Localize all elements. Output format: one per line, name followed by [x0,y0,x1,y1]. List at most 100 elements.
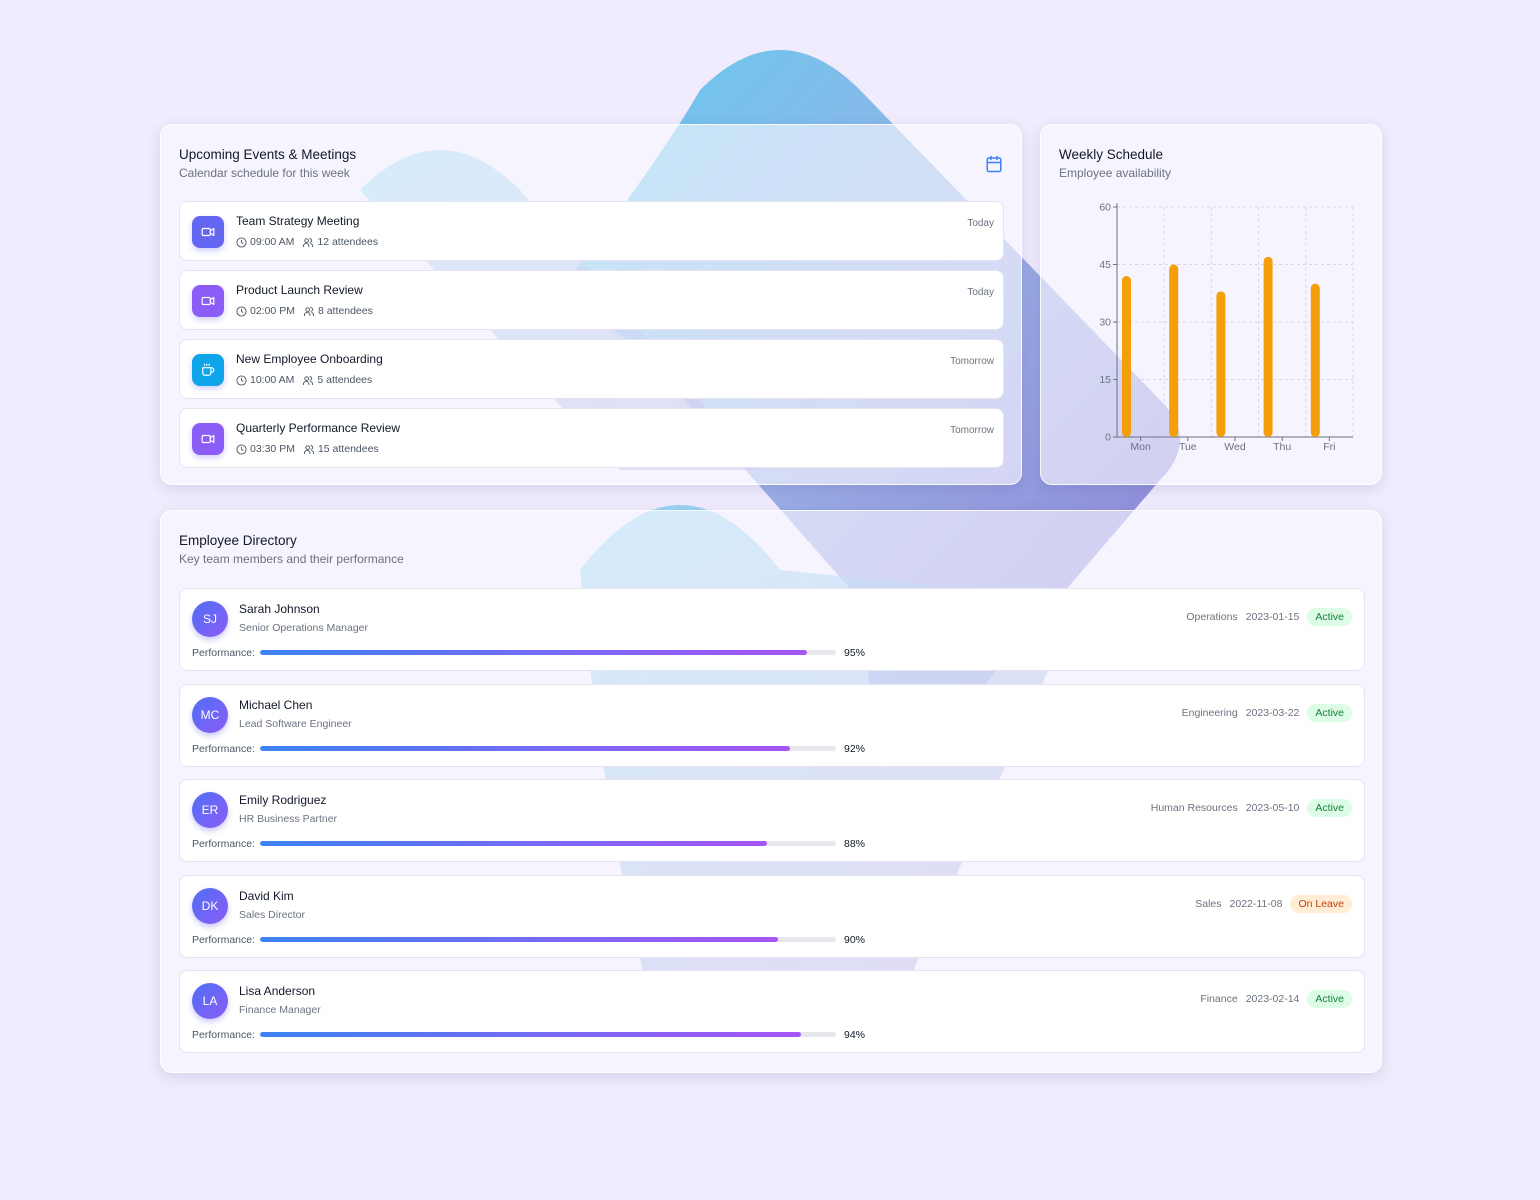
event-attendees: 15 attendees [317,443,379,455]
event-item[interactable]: Product Launch Review 02:00 PM 8 attendees… [179,270,1004,330]
employee-name: Sarah Johnson [239,602,320,616]
directory-subtitle: Key team members and their performance [179,552,404,566]
performance-bar [260,1032,836,1038]
employee-department: Human Resources [1150,802,1238,815]
performance-bar [260,936,836,942]
employee-row[interactable]: SJ Sarah Johnson Senior Operations Manager… [179,588,1365,671]
users-icon [302,237,317,248]
status-badge: On Leave [1290,894,1352,913]
event-time: 09:00 AM [250,236,295,248]
bar-fri [1310,283,1320,437]
status-badge: Active [1307,703,1352,722]
events-card: Upcoming Events & Meetings Calendar sche… [160,124,1022,485]
y-tick-label: 60 [1099,202,1111,214]
event-name: New Employee Onboarding [236,352,383,366]
employee-start-date: 2022-11-08 [1229,897,1283,910]
event-name: Quarterly Performance Review [236,421,401,435]
y-tick-label: 0 [1105,432,1111,444]
clock-icon [236,374,250,386]
x-tick-label: Wed [1224,441,1246,453]
weekly-schedule-chart: 0 15 30 45 60 Mon Tue Wed Thu Fri [1099,202,1354,453]
employee-meta: Engineering 2023-03-22 Active [1182,703,1352,722]
bar-thu [1263,256,1273,437]
performance-label: Performance: [192,933,256,946]
employee-role: HR Business Partner [239,813,338,826]
performance-bar-fill [260,745,790,751]
schedule-subtitle: Employee availability [1059,166,1172,180]
events-subtitle: Calendar schedule for this week [179,166,350,180]
employee-name: Emily Rodriguez [239,793,327,808]
employee-meta: Human Resources 2023-05-10 Active [1150,799,1352,818]
schedule-card: Weekly Schedule Employee availability 0 1… [1040,124,1382,485]
avatar: MC [192,696,228,733]
y-tick-label: 30 [1099,317,1111,329]
event-attendees: 8 attendees [317,305,373,317]
video-icon [192,423,224,455]
x-tick-label: Fri [1323,441,1335,453]
employee-department: Operations [1186,611,1238,623]
employee-name: Lisa Anderson [239,984,316,999]
y-tick-label: 15 [1099,374,1111,386]
bar-mon [1122,276,1131,437]
employee-meta: Finance 2023-02-14 Active [1200,990,1352,1009]
event-name: Product Launch Review [236,283,363,297]
performance-bar-fill [260,936,779,942]
x-tick-label: Tue [1179,441,1197,453]
directory-card: Employee Directory Key team members and … [160,510,1382,1073]
event-item[interactable]: Team Strategy Meeting 09:00 AM 12 attendee… [179,201,1004,261]
employee-row[interactable]: LA Lisa Anderson Finance Manager Finance 202… [179,970,1365,1054]
event-attendees: 5 attendees [317,374,373,386]
avatar: ER [192,792,228,829]
bar-tue [1169,264,1179,437]
employee-role: Finance Manager [239,1004,321,1017]
users-icon [303,444,318,455]
performance-label: Performance: [192,647,256,659]
performance-label: Performance: [192,1029,256,1042]
avatar: DK [192,887,228,924]
event-time: 02:00 PM [250,305,295,317]
performance-bar-fill [260,1032,802,1038]
x-tick-label: Thu [1273,441,1291,453]
employee-start-date: 2023-01-15 [1245,611,1300,623]
employee-department: Finance [1200,993,1238,1006]
event-when: Today [967,218,994,229]
event-name: Team Strategy Meeting [236,214,360,228]
event-item[interactable]: New Employee Onboarding 10:00 AM 5 attende… [179,339,1004,399]
performance-label: Performance: [192,742,256,755]
event-meta: 09:00 AM 12 attendees [236,236,378,248]
performance-bar [260,745,836,751]
performance-bar-fill [260,650,808,655]
event-meta: 02:00 PM 8 attendees [236,305,373,317]
event-when: Tomorrow [950,425,994,436]
clock-icon [236,443,250,455]
performance-value: 94% [844,1029,866,1042]
avatar: SJ [192,601,228,637]
employee-department: Sales [1195,897,1222,910]
event-time: 10:00 AM [250,374,295,386]
events-title: Upcoming Events & Meetings [179,147,357,162]
employee-start-date: 2023-05-10 [1245,802,1300,815]
performance-bar [260,841,836,847]
employee-start-date: 2023-02-14 [1245,993,1300,1006]
employee-role: Lead Software Engineer [239,717,352,730]
employee-meta: Sales 2022-11-08 On Leave [1195,894,1352,913]
users-icon [302,375,317,386]
directory-title: Employee Directory [179,533,297,548]
performance-bar-fill [260,841,767,847]
employee-name: Michael Chen [239,697,313,712]
x-tick-label: Mon [1130,441,1151,453]
employee-meta: Operations 2023-01-15 Active [1186,608,1352,626]
event-time: 03:30 PM [250,443,295,455]
performance-value: 90% [844,933,866,946]
event-item[interactable]: Quarterly Performance Review 03:30 PM 15 a… [179,408,1004,468]
event-meta: 10:00 AM 5 attendees [236,374,372,386]
employee-role: Sales Director [239,908,305,921]
employee-row[interactable]: ER Emily Rodriguez HR Business Partner Huma… [179,779,1365,863]
status-badge: Active [1307,608,1352,626]
performance-label: Performance: [192,838,256,851]
employee-row[interactable]: DK David Kim Sales Director Sales 2022-11-08… [179,874,1365,958]
calendar-icon[interactable] [985,155,1003,173]
employee-row[interactable]: MC Michael Chen Lead Software Engineer Engi… [179,683,1365,767]
performance-bar [260,650,836,655]
avatar: LA [192,983,228,1020]
